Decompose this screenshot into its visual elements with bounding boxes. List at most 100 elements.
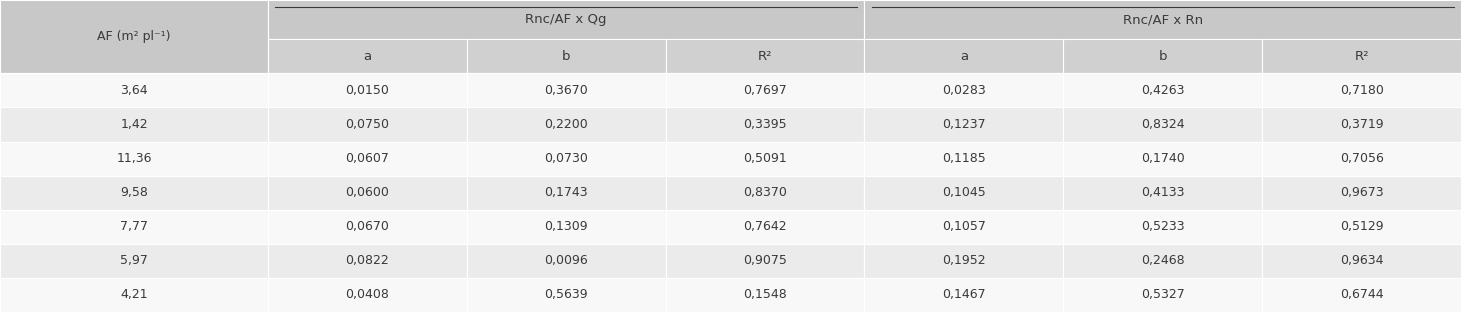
Text: 0,0822: 0,0822 — [346, 254, 389, 267]
Bar — [1064, 210, 1262, 244]
Text: 0,2468: 0,2468 — [1141, 254, 1185, 267]
Text: 0,1548: 0,1548 — [744, 289, 787, 301]
Bar — [0, 278, 267, 312]
Bar — [1064, 176, 1262, 210]
Text: Rnc/AF x Rn: Rnc/AF x Rn — [1122, 13, 1202, 26]
Text: 0,0096: 0,0096 — [545, 254, 589, 267]
Text: 0,7642: 0,7642 — [744, 220, 787, 233]
Bar — [1262, 278, 1461, 312]
Bar — [865, 244, 1064, 278]
Bar — [468, 39, 666, 73]
Bar — [666, 278, 865, 312]
Bar — [468, 176, 666, 210]
Bar — [1262, 107, 1461, 142]
Bar — [865, 210, 1064, 244]
Text: 0,1185: 0,1185 — [942, 152, 986, 165]
Bar — [267, 278, 468, 312]
Text: 0,5639: 0,5639 — [545, 289, 589, 301]
Bar — [666, 142, 865, 176]
Text: 0,1743: 0,1743 — [545, 186, 589, 199]
Text: 0,1467: 0,1467 — [942, 289, 986, 301]
Bar — [1262, 73, 1461, 107]
Text: 0,4133: 0,4133 — [1141, 186, 1185, 199]
Bar — [0, 210, 267, 244]
Text: 0,0283: 0,0283 — [942, 84, 986, 97]
Bar — [865, 0, 1461, 39]
Text: 0,3395: 0,3395 — [744, 118, 787, 131]
Bar — [1262, 142, 1461, 176]
Text: 1,42: 1,42 — [120, 118, 148, 131]
Text: 0,7697: 0,7697 — [744, 84, 787, 97]
Text: 5,97: 5,97 — [120, 254, 148, 267]
Bar — [1064, 39, 1262, 73]
Text: 0,8370: 0,8370 — [744, 186, 787, 199]
Text: 0,5233: 0,5233 — [1141, 220, 1185, 233]
Text: b: b — [562, 50, 570, 63]
Bar — [1064, 107, 1262, 142]
Text: 0,5129: 0,5129 — [1340, 220, 1384, 233]
Text: 0,5327: 0,5327 — [1141, 289, 1185, 301]
Text: R²: R² — [1354, 50, 1369, 63]
Bar — [0, 107, 267, 142]
Text: 0,1057: 0,1057 — [942, 220, 986, 233]
Text: 0,3670: 0,3670 — [545, 84, 589, 97]
Bar — [1262, 244, 1461, 278]
Text: 0,0730: 0,0730 — [545, 152, 589, 165]
Bar — [1262, 39, 1461, 73]
Bar — [666, 244, 865, 278]
Bar — [267, 142, 468, 176]
Bar — [865, 142, 1064, 176]
Bar — [468, 210, 666, 244]
Text: 0,3719: 0,3719 — [1340, 118, 1384, 131]
Text: 11,36: 11,36 — [117, 152, 152, 165]
Text: 0,0150: 0,0150 — [345, 84, 389, 97]
Text: Rnc/AF x Qg: Rnc/AF x Qg — [526, 13, 606, 26]
Text: 0,0600: 0,0600 — [345, 186, 389, 199]
Text: 0,2200: 0,2200 — [545, 118, 589, 131]
Text: 0,8324: 0,8324 — [1141, 118, 1185, 131]
Bar — [865, 176, 1064, 210]
Bar — [1064, 244, 1262, 278]
Text: AF (m² pl⁻¹): AF (m² pl⁻¹) — [98, 30, 171, 43]
Bar — [267, 107, 468, 142]
Bar — [267, 244, 468, 278]
Text: 9,58: 9,58 — [120, 186, 148, 199]
Text: 0,0750: 0,0750 — [345, 118, 390, 131]
Bar — [666, 107, 865, 142]
Text: 0,1045: 0,1045 — [942, 186, 986, 199]
Text: a: a — [960, 50, 969, 63]
Bar — [666, 210, 865, 244]
Bar — [666, 73, 865, 107]
Text: 0,9075: 0,9075 — [744, 254, 787, 267]
Bar — [267, 39, 468, 73]
Bar — [865, 39, 1064, 73]
Bar — [267, 176, 468, 210]
Text: 0,5091: 0,5091 — [744, 152, 787, 165]
Bar — [1064, 278, 1262, 312]
Bar — [0, 142, 267, 176]
Text: 0,9673: 0,9673 — [1340, 186, 1384, 199]
Bar — [0, 176, 267, 210]
Bar — [468, 142, 666, 176]
Bar — [865, 278, 1064, 312]
Bar — [666, 39, 865, 73]
Bar — [0, 73, 267, 107]
Bar — [267, 210, 468, 244]
Text: 0,1237: 0,1237 — [942, 118, 986, 131]
Text: R²: R² — [758, 50, 773, 63]
Bar — [468, 244, 666, 278]
Bar — [267, 0, 865, 39]
Text: 4,21: 4,21 — [120, 289, 148, 301]
Text: a: a — [364, 50, 371, 63]
Bar — [666, 176, 865, 210]
Text: 0,7056: 0,7056 — [1340, 152, 1384, 165]
Text: 0,7180: 0,7180 — [1340, 84, 1384, 97]
Bar — [1262, 210, 1461, 244]
Text: 3,64: 3,64 — [120, 84, 148, 97]
Text: 0,0670: 0,0670 — [345, 220, 389, 233]
Bar — [1064, 142, 1262, 176]
Text: 7,77: 7,77 — [120, 220, 148, 233]
Text: 0,6744: 0,6744 — [1340, 289, 1384, 301]
Bar — [865, 107, 1064, 142]
Text: 0,0408: 0,0408 — [345, 289, 389, 301]
